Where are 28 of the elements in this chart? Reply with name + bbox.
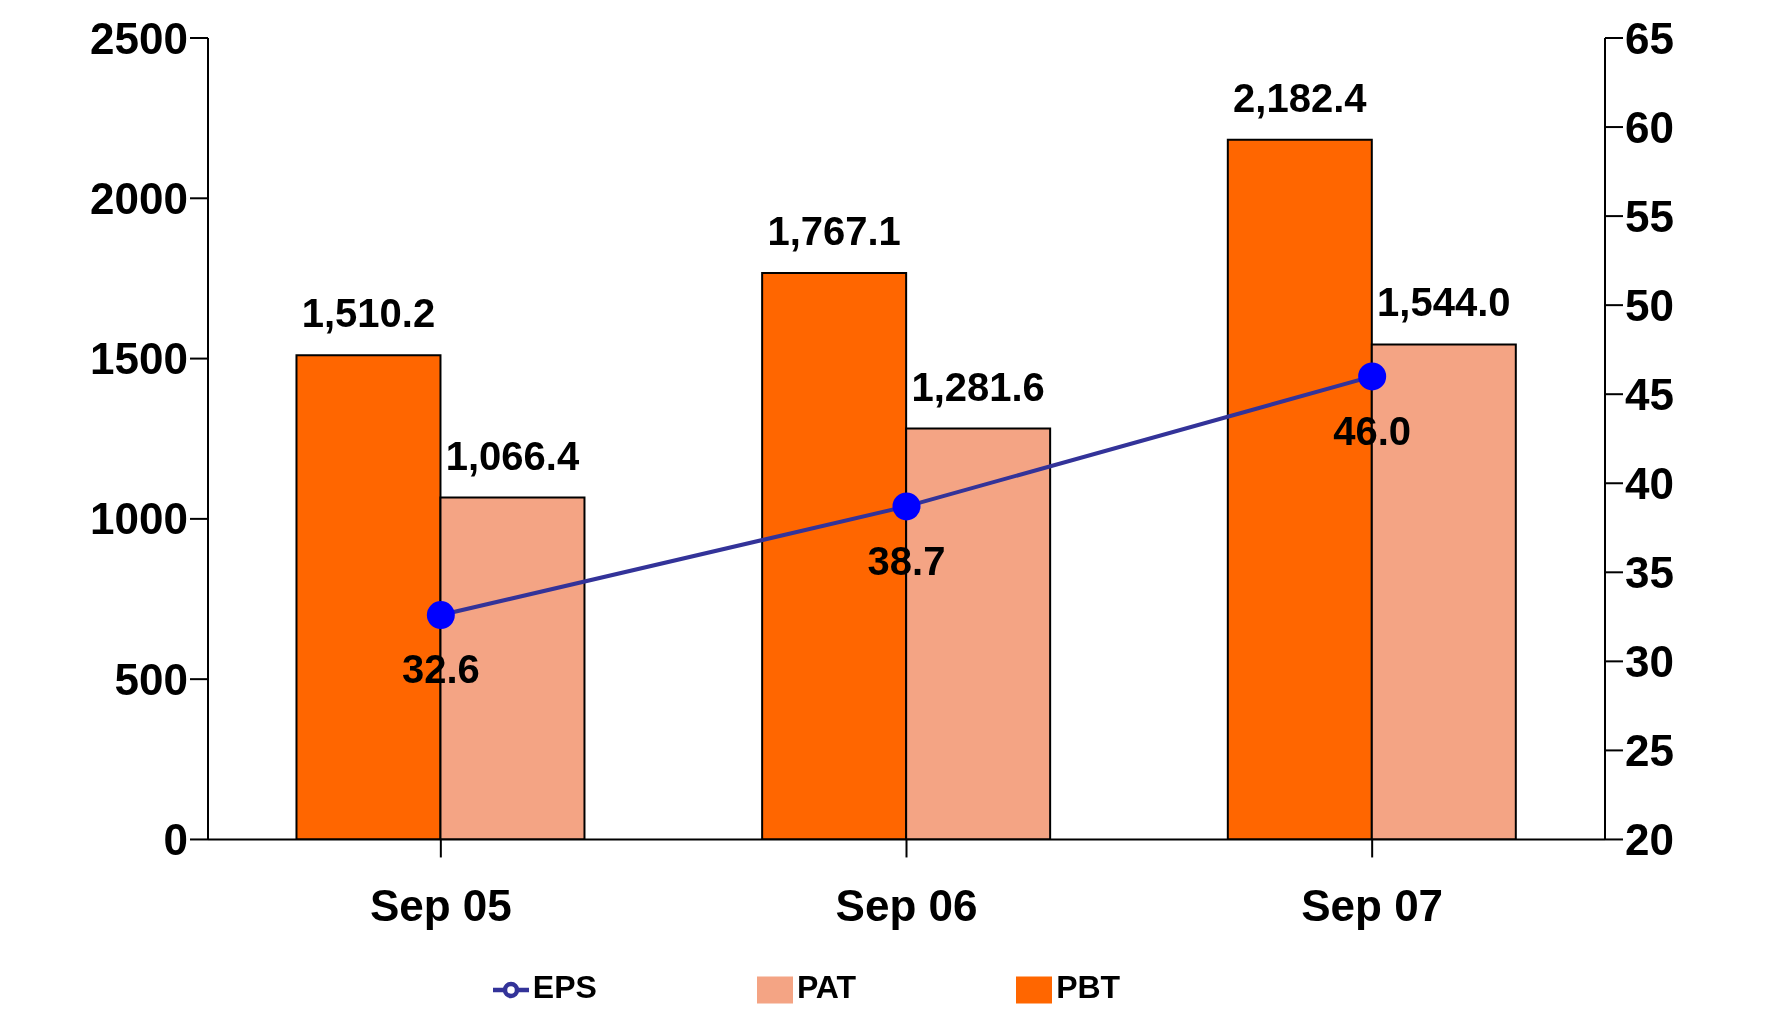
y2-tick-label: 25: [1625, 726, 1674, 776]
y2-tick-label: 60: [1625, 102, 1674, 152]
data-label: 1,066.4: [445, 433, 580, 478]
data-label: 2,182.4: [1233, 75, 1368, 120]
x-tick-label: Sep 05: [369, 880, 512, 930]
legend-label: PAT: [796, 969, 857, 1006]
y-tick-label: 1500: [90, 334, 188, 384]
y-tick-label: 0: [163, 815, 188, 865]
y2-tick-label: 55: [1625, 191, 1674, 241]
y-tick-label: 1000: [90, 494, 188, 544]
data-label: 1,281.6: [911, 364, 1045, 409]
y2-tick-label: 20: [1625, 815, 1674, 865]
y2-tick-label: 50: [1625, 280, 1674, 330]
y2-tick-label: 40: [1625, 458, 1674, 508]
y2-tick-label: 65: [1625, 13, 1674, 63]
x-tick-label: Sep 07: [1301, 880, 1444, 930]
data-label: 1,767.1: [767, 208, 901, 253]
x-tick-label: Sep 06: [835, 880, 978, 930]
y2-tick-label: 35: [1625, 547, 1674, 597]
y-tick-label: 2000: [90, 173, 188, 223]
legend-label: EPS: [532, 969, 597, 1006]
y-tick-label: 500: [114, 654, 188, 704]
y-tick-label: 2500: [90, 13, 188, 63]
data-label: 1,510.2: [301, 291, 436, 336]
y2-tick-label: 30: [1625, 636, 1674, 686]
legend-label: PBT: [1056, 969, 1121, 1006]
data-label: 1,544.0: [1377, 280, 1511, 325]
y2-tick-label: 45: [1625, 369, 1674, 419]
